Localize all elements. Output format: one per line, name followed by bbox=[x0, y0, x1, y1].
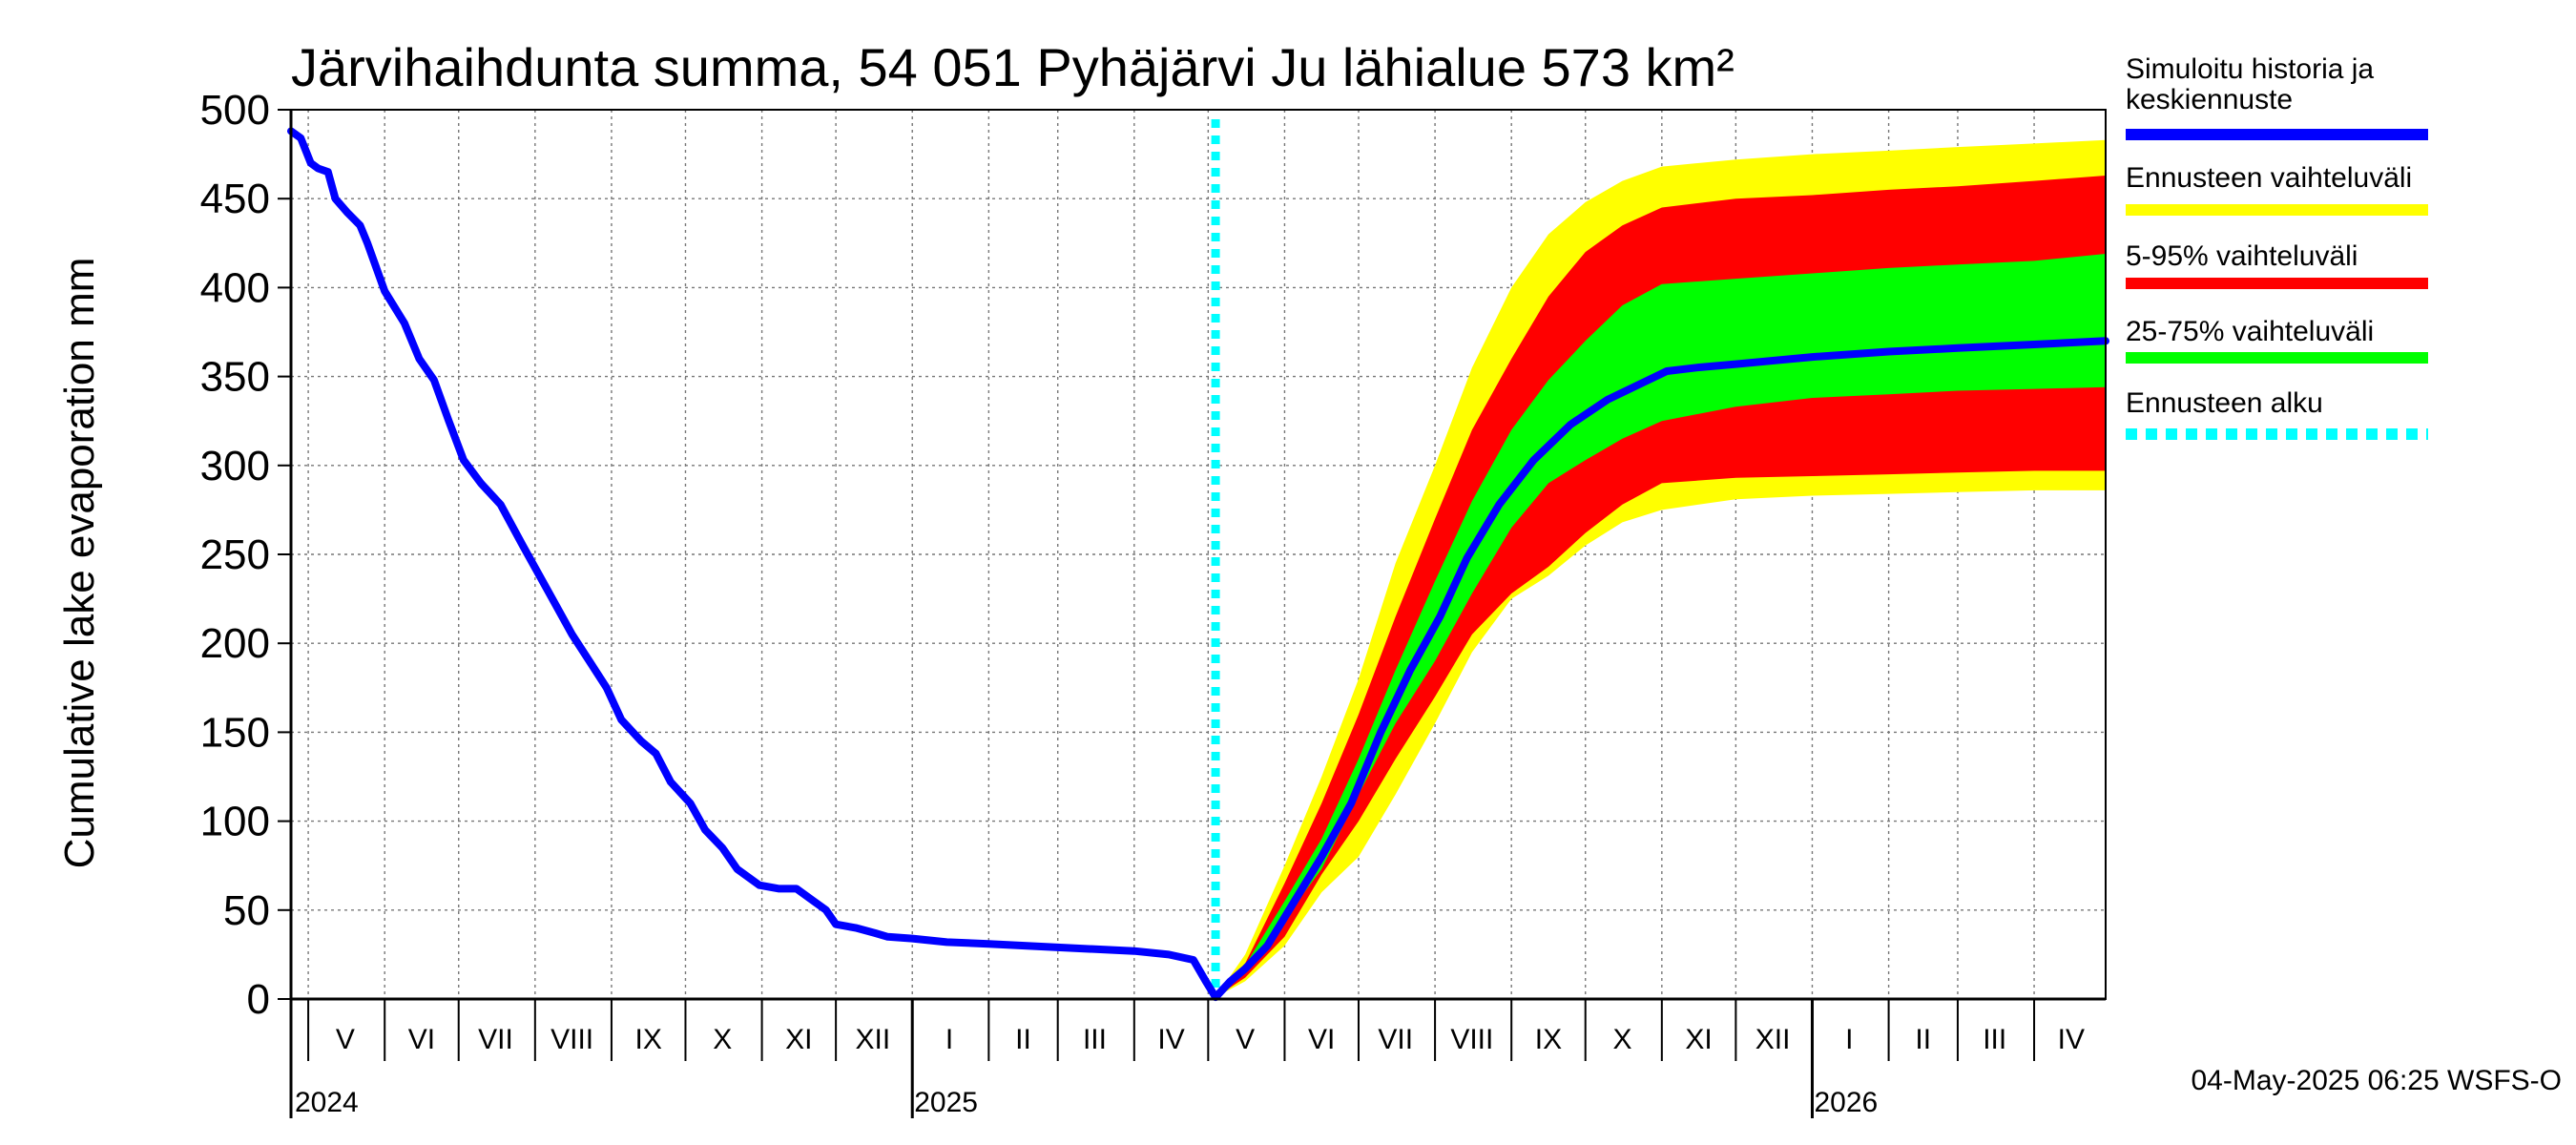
y-tick-label: 0 bbox=[247, 976, 270, 1023]
legend-label: 5-95% vaihteluväli bbox=[2126, 240, 2358, 272]
month-label: VIII bbox=[1450, 1024, 1493, 1055]
month-label: VII bbox=[1378, 1024, 1413, 1055]
month-label: XI bbox=[785, 1024, 812, 1055]
y-tick-label: 250 bbox=[200, 531, 270, 578]
month-label: XII bbox=[856, 1024, 891, 1055]
series-line-median bbox=[287, 127, 2109, 1002]
y-axis-label: Cumulative lake evaporation mm bbox=[56, 258, 103, 869]
legend-label: 25-75% vaihteluväli bbox=[2126, 316, 2374, 347]
month-label: VII bbox=[478, 1024, 513, 1055]
month-label: III bbox=[1083, 1024, 1107, 1055]
month-label: I bbox=[945, 1024, 953, 1055]
month-label: X bbox=[713, 1024, 732, 1055]
month-label: IV bbox=[2058, 1024, 2085, 1055]
month-label: V bbox=[1236, 1024, 1255, 1055]
legend-label: Ennusteen alku bbox=[2126, 387, 2323, 419]
year-label: 2024 bbox=[295, 1087, 359, 1118]
series-lines bbox=[287, 119, 2109, 1002]
chart-title: Järvihaihdunta summa, 54 051 Pyhäjärvi J… bbox=[291, 37, 1735, 97]
y-tick-label: 300 bbox=[200, 443, 270, 489]
legend-label: Simuloitu historia ja bbox=[2126, 53, 2374, 85]
forecast-bands bbox=[1215, 139, 2106, 998]
month-label: X bbox=[1612, 1024, 1631, 1055]
month-label: III bbox=[1983, 1024, 2006, 1055]
month-label: XI bbox=[1685, 1024, 1712, 1055]
y-tick-label: 450 bbox=[200, 176, 270, 222]
month-label: VIII bbox=[551, 1024, 593, 1055]
month-label: VI bbox=[408, 1024, 435, 1055]
month-label: IX bbox=[1535, 1024, 1562, 1055]
year-label: 2026 bbox=[1814, 1087, 1878, 1118]
y-tick-label: 400 bbox=[200, 264, 270, 311]
legend-label: keskiennuste bbox=[2126, 84, 2293, 115]
month-label: VI bbox=[1308, 1024, 1335, 1055]
y-tick-label: 150 bbox=[200, 709, 270, 756]
month-label: II bbox=[1915, 1024, 1931, 1055]
month-label: XII bbox=[1755, 1024, 1791, 1055]
month-label: I bbox=[1845, 1024, 1853, 1055]
y-tick-label: 500 bbox=[200, 87, 270, 134]
y-tick-label: 100 bbox=[200, 799, 270, 845]
legend-label: Ennusteen vaihteluväli bbox=[2126, 162, 2412, 194]
timestamp-footer: 04-May-2025 06:25 WSFS-O bbox=[2192, 1065, 2563, 1096]
month-label: II bbox=[1015, 1024, 1031, 1055]
band-00ff00 bbox=[1215, 254, 2106, 998]
year-label: 2025 bbox=[914, 1087, 978, 1118]
month-label: IX bbox=[635, 1024, 662, 1055]
y-tick-label: 50 bbox=[223, 887, 270, 934]
month-label: IV bbox=[1157, 1024, 1184, 1055]
y-tick-label: 200 bbox=[200, 620, 270, 667]
month-label: V bbox=[336, 1024, 355, 1055]
y-tick-label: 350 bbox=[200, 354, 270, 401]
